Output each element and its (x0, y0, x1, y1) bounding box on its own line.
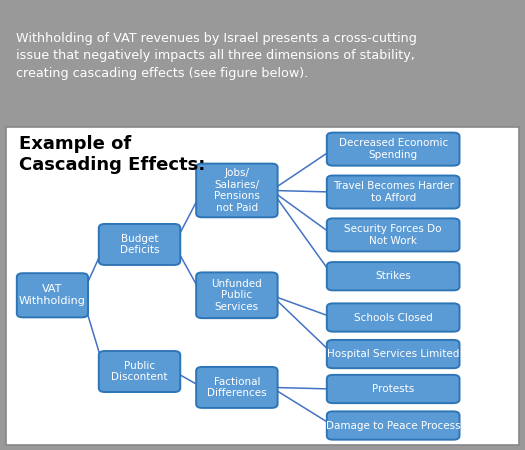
FancyBboxPatch shape (99, 351, 180, 392)
FancyBboxPatch shape (17, 273, 88, 317)
Text: Protests: Protests (372, 384, 414, 394)
FancyBboxPatch shape (6, 127, 519, 445)
Text: Jobs/
Salaries/
Pensions
not Paid: Jobs/ Salaries/ Pensions not Paid (214, 168, 260, 213)
Text: Security Forces Do
Not Work: Security Forces Do Not Work (344, 224, 442, 246)
Text: Damage to Peace Process: Damage to Peace Process (326, 421, 460, 431)
Text: VAT
Withholding: VAT Withholding (19, 284, 86, 306)
FancyBboxPatch shape (327, 303, 459, 332)
FancyBboxPatch shape (327, 262, 459, 290)
Text: Decreased Economic
Spending: Decreased Economic Spending (339, 138, 448, 160)
Text: Travel Becomes Harder
to Afford: Travel Becomes Harder to Afford (333, 181, 454, 203)
Text: Hospital Services Limited: Hospital Services Limited (327, 349, 459, 359)
FancyBboxPatch shape (327, 340, 459, 368)
FancyBboxPatch shape (327, 133, 459, 166)
Text: Public
Discontent: Public Discontent (111, 361, 168, 382)
FancyBboxPatch shape (99, 224, 180, 265)
FancyBboxPatch shape (196, 164, 278, 217)
FancyBboxPatch shape (327, 411, 459, 440)
Text: Budget
Deficits: Budget Deficits (120, 234, 159, 255)
Text: Strikes: Strikes (375, 271, 411, 281)
FancyBboxPatch shape (196, 367, 278, 408)
FancyBboxPatch shape (327, 218, 459, 252)
Text: Withholding of VAT revenues by Israel presents a cross-cutting
issue that negati: Withholding of VAT revenues by Israel pr… (16, 32, 417, 80)
Text: Factional
Differences: Factional Differences (207, 377, 267, 398)
FancyBboxPatch shape (327, 375, 459, 403)
Text: Schools Closed: Schools Closed (354, 312, 433, 323)
Text: Unfunded
Public
Services: Unfunded Public Services (212, 279, 262, 312)
FancyBboxPatch shape (327, 176, 459, 208)
FancyBboxPatch shape (196, 272, 278, 318)
Text: Example of
Cascading Effects:: Example of Cascading Effects: (19, 135, 205, 174)
